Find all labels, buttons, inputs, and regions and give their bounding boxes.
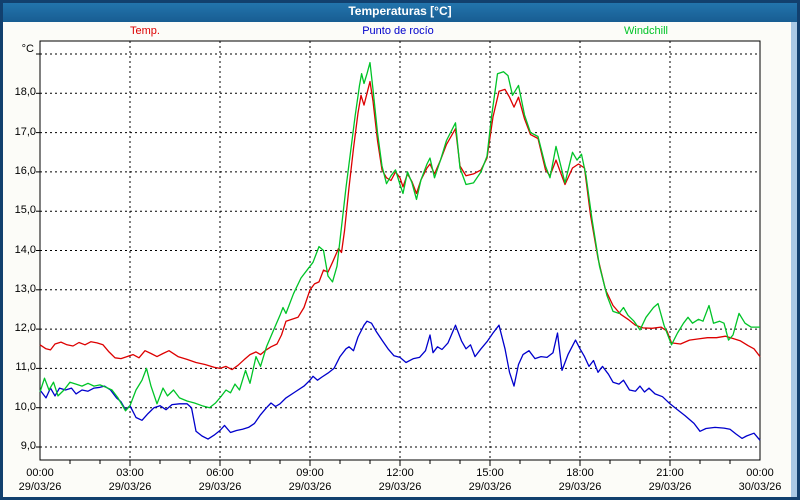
x-tick-date-label: 29/03/26 [288,481,332,493]
y-tick-label: 13,0 [14,282,36,295]
x-tick-time-label: 06:00 [206,467,234,479]
x-tick-date-label: 29/03/26 [18,481,62,493]
y-axis-unit-label: °C [21,43,34,55]
x-tick-date-label: 29/03/26 [468,481,512,493]
x-tick-time-label: 18:00 [566,467,594,479]
x-tick-date-label: 29/03/26 [108,481,152,493]
x-tick-date-label: 29/03/26 [378,481,422,493]
x-tick-date-label: 29/03/26 [648,481,692,493]
x-tick-date-label: 29/03/26 [558,481,602,493]
window-title: Temperaturas [°C] [348,4,452,18]
x-tick-date-label: 29/03/26 [198,481,242,493]
x-tick-time-label: 09:00 [296,467,324,479]
y-tick-label: 18,0 [14,86,36,99]
y-tick-label: 15,0 [14,204,36,217]
x-tick-time-label: 15:00 [476,467,504,479]
y-tick-label: 12,0 [14,322,36,335]
window-title-bar: Temperaturas [°C] [0,0,800,22]
x-tick-time-label: 00:00 [746,467,774,479]
x-tick-time-label: 12:00 [386,467,414,479]
x-tick-time-label: 03:00 [116,467,144,479]
legend-item-windchill: Windchill [623,25,669,37]
series-dew-point-line [39,320,761,441]
chart-legend: Temp. Punto de rocío Windchill [0,25,800,41]
window-edge-strip [791,22,797,497]
y-tick-label: 10,0 [14,400,36,413]
x-tick-time-label: 00:00 [26,467,54,479]
x-tick-date-label: 30/03/26 [738,481,782,493]
legend-item-temp: Temp. [130,25,160,37]
y-tick-label: 16,0 [14,164,36,177]
legend-item-dew-point: Punto de rocío [362,25,434,37]
y-tick-label: 11,0 [15,361,36,374]
series-windchill-line [39,61,760,412]
y-tick-label: 14,0 [14,243,36,256]
y-tick-label: 9,0 [20,440,36,452]
y-tick-label: 17,0 [14,125,36,138]
x-tick-time-label: 21:00 [656,467,684,479]
